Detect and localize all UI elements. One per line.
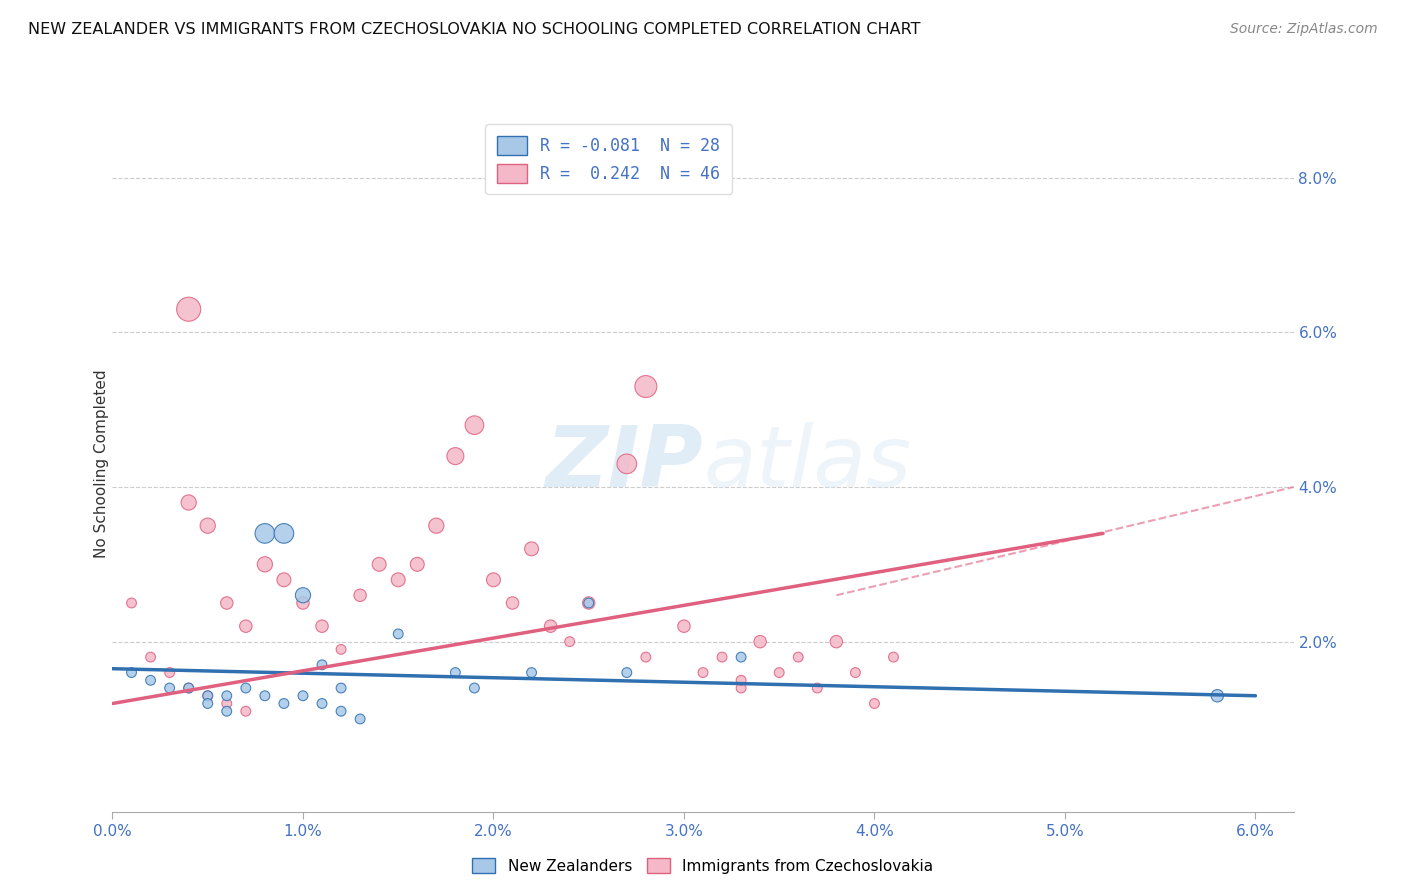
Y-axis label: No Schooling Completed: No Schooling Completed	[94, 369, 108, 558]
Legend: R = -0.081  N = 28, R =  0.242  N = 46: R = -0.081 N = 28, R = 0.242 N = 46	[485, 124, 733, 194]
Point	[159, 665, 181, 680]
Point	[311, 619, 333, 633]
Point	[502, 596, 524, 610]
Point	[1206, 689, 1229, 703]
Point	[444, 449, 467, 463]
Point	[730, 681, 752, 695]
Point	[692, 665, 714, 680]
Point	[197, 689, 219, 703]
Legend: New Zealanders, Immigrants from Czechoslovakia: New Zealanders, Immigrants from Czechosl…	[467, 852, 939, 880]
Point	[349, 588, 371, 602]
Point	[749, 634, 772, 648]
Point	[520, 541, 543, 556]
Point	[463, 681, 485, 695]
Point	[406, 558, 429, 572]
Point	[730, 673, 752, 688]
Point	[253, 526, 276, 541]
Point	[558, 634, 581, 648]
Text: atlas: atlas	[703, 422, 911, 506]
Point	[863, 697, 886, 711]
Point	[253, 558, 276, 572]
Point	[387, 573, 409, 587]
Point	[311, 657, 333, 672]
Point	[273, 697, 295, 711]
Point	[768, 665, 790, 680]
Point	[330, 681, 353, 695]
Point	[177, 681, 200, 695]
Point	[806, 681, 828, 695]
Point	[482, 573, 505, 587]
Point	[711, 650, 734, 665]
Point	[177, 681, 200, 695]
Point	[330, 704, 353, 718]
Point	[444, 665, 467, 680]
Point	[139, 673, 162, 688]
Point	[139, 650, 162, 665]
Point	[121, 665, 143, 680]
Point	[235, 681, 257, 695]
Point	[578, 596, 600, 610]
Point	[291, 689, 314, 703]
Point	[291, 588, 314, 602]
Point	[215, 689, 238, 703]
Point	[311, 697, 333, 711]
Point	[844, 665, 866, 680]
Point	[273, 573, 295, 587]
Text: NEW ZEALANDER VS IMMIGRANTS FROM CZECHOSLOVAKIA NO SCHOOLING COMPLETED CORRELATI: NEW ZEALANDER VS IMMIGRANTS FROM CZECHOS…	[28, 22, 921, 37]
Point	[368, 558, 391, 572]
Point	[616, 457, 638, 471]
Point	[540, 619, 562, 633]
Point	[463, 418, 485, 433]
Point	[578, 596, 600, 610]
Point	[730, 650, 752, 665]
Point	[387, 627, 409, 641]
Point	[215, 596, 238, 610]
Point	[235, 619, 257, 633]
Point	[197, 518, 219, 533]
Point	[159, 681, 181, 695]
Point	[349, 712, 371, 726]
Point	[273, 526, 295, 541]
Point	[197, 689, 219, 703]
Text: ZIP: ZIP	[546, 422, 703, 506]
Text: Source: ZipAtlas.com: Source: ZipAtlas.com	[1230, 22, 1378, 37]
Point	[177, 302, 200, 317]
Point	[121, 596, 143, 610]
Point	[330, 642, 353, 657]
Point	[215, 697, 238, 711]
Point	[825, 634, 848, 648]
Point	[634, 650, 657, 665]
Point	[882, 650, 904, 665]
Point	[291, 596, 314, 610]
Point	[215, 704, 238, 718]
Point	[787, 650, 810, 665]
Point	[197, 697, 219, 711]
Point	[253, 689, 276, 703]
Point	[235, 704, 257, 718]
Point	[672, 619, 695, 633]
Point	[616, 665, 638, 680]
Point	[634, 379, 657, 393]
Point	[177, 495, 200, 509]
Point	[520, 665, 543, 680]
Point	[425, 518, 447, 533]
